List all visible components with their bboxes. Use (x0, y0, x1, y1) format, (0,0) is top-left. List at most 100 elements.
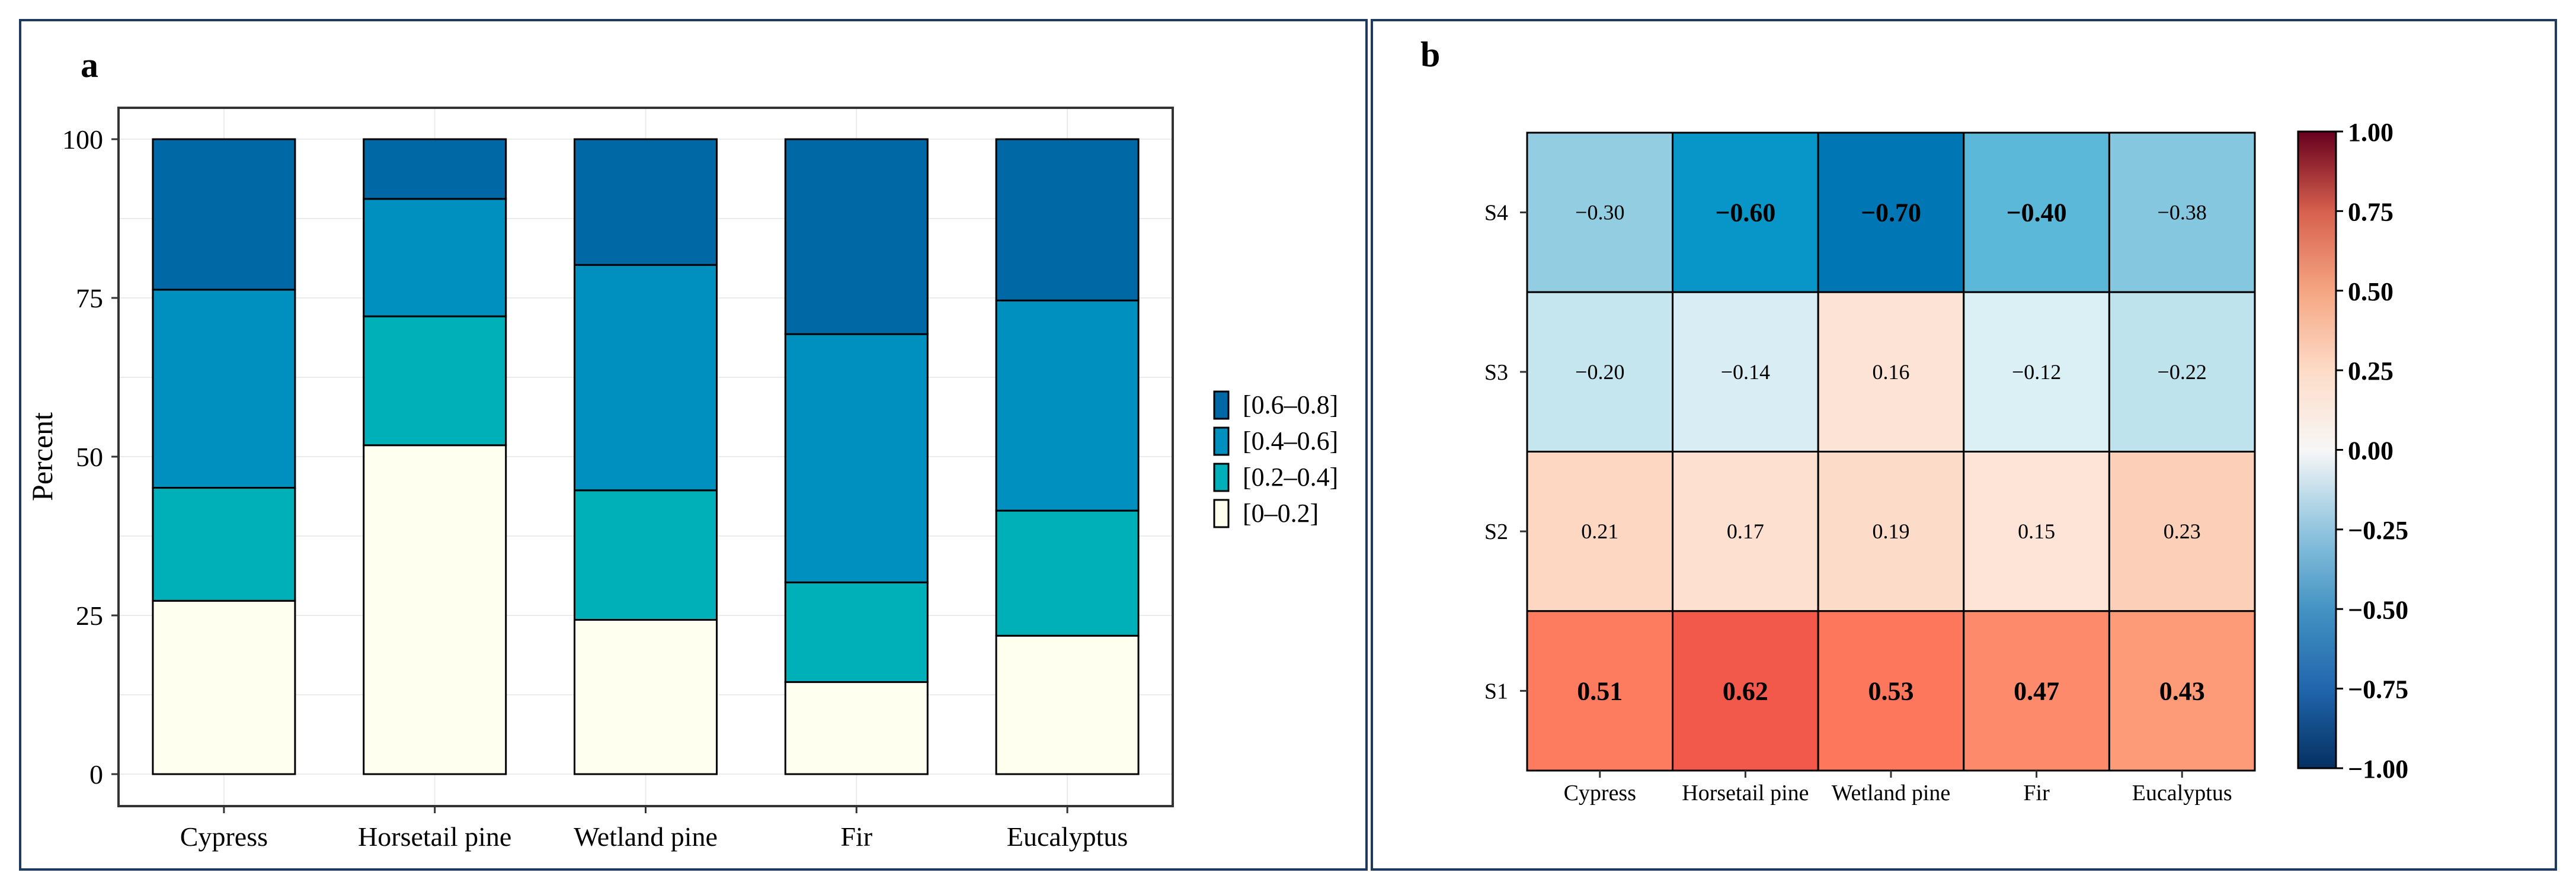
x-tick-label: Horsetail pine (1682, 781, 1809, 806)
legend-label: [0.6–0.8] (1243, 390, 1338, 419)
x-tick-label: Fir (840, 822, 872, 852)
heatmap-cell-label: 0.62 (1723, 676, 1768, 705)
colorbar-tick-label: −1.00 (2348, 755, 2408, 784)
heatmap-cell (1817, 451, 1965, 612)
y-tick-label: S3 (1484, 360, 1508, 385)
bar-segment (574, 619, 718, 775)
y-tick-label: 75 (76, 283, 103, 313)
heatmap-cell-label: 0.21 (1581, 519, 1618, 543)
bar-segment (995, 509, 1140, 637)
bar-segment (574, 138, 718, 266)
y-axis-label: Percent (25, 412, 59, 501)
heatmap-cell (1963, 610, 2110, 772)
heatmap-cell-label: 0.15 (2018, 519, 2055, 543)
colorbar-tick-label: −0.50 (2348, 595, 2408, 624)
panel-a-letter: a (81, 46, 98, 85)
heatmap-cell (1817, 131, 1965, 293)
bar-segment (152, 487, 296, 602)
heatmap-cell (2108, 131, 2256, 293)
bar-segment (574, 264, 718, 492)
legend-swatch (1213, 463, 1230, 492)
heatmap-chart: −0.30 −0.60 −0.70 −0.40 −0.38 −0.20 −0.14 0.16 −… (1484, 118, 2408, 806)
heatmap-cell-label: −0.14 (1721, 360, 1770, 384)
heatmap-cell (1526, 451, 1674, 612)
heatmap-cell (1963, 131, 2110, 293)
y-tick-label: S2 (1484, 519, 1508, 544)
heatmap-cell-label: −0.12 (2012, 360, 2061, 384)
heatmap-cell (1672, 291, 1819, 453)
x-tick-label: Wetland pine (1832, 781, 1951, 806)
heatmap-cell (1672, 451, 1819, 612)
heatmap-cell (2108, 610, 2256, 772)
bar-segment (995, 299, 1140, 512)
legend-swatch (1213, 390, 1230, 420)
colorbar-tick-label: 1.00 (2348, 118, 2393, 147)
bar-segment (152, 138, 296, 291)
heatmap-cell-label: 0.19 (1873, 519, 1910, 543)
heatmap-cell-label: −0.30 (1575, 201, 1624, 224)
y-tick-label: 50 (76, 442, 103, 472)
bar-segment (363, 198, 507, 317)
x-tick-label: Fir (2023, 781, 2050, 806)
bar-segment (784, 581, 929, 684)
heatmap-cell (1672, 610, 1819, 772)
colorbar-tick-label: 0.75 (2348, 197, 2393, 226)
heatmap-cell-label: 0.51 (1577, 676, 1623, 705)
heatmap-cell-label: 0.17 (1727, 519, 1764, 543)
heatmap-cell (2108, 291, 2256, 453)
bar-segment (784, 138, 929, 335)
colorbar-tick-label: 0.00 (2348, 437, 2393, 466)
bar-segment (574, 489, 718, 621)
heatmap-cell (1672, 131, 1819, 293)
colorbar-tick-label: 0.25 (2348, 357, 2393, 386)
heatmap-cell-label: −0.40 (2007, 198, 2067, 227)
heatmap-cell-label: −0.38 (2158, 201, 2207, 224)
heatmap-cell-label: −0.60 (1715, 198, 1775, 227)
x-tick-label: Eucalyptus (1007, 822, 1128, 852)
legend-label: [0.4–0.6] (1243, 426, 1338, 455)
bar-segment (784, 681, 929, 775)
legend-swatch (1213, 499, 1230, 528)
heatmap-cell-label: 0.53 (1868, 676, 1914, 705)
bar-segment (363, 138, 507, 200)
y-tick-label: 25 (76, 601, 103, 631)
heatmap-cell-label: 0.43 (2159, 676, 2205, 705)
heatmap-cell-label: 0.23 (2164, 519, 2201, 543)
legend-label: [0–0.2] (1243, 499, 1319, 528)
heatmap-cell-label: −0.70 (1861, 198, 1921, 227)
heatmap-cell-label: 0.16 (1873, 360, 1910, 384)
y-tick-label: 0 (89, 759, 103, 790)
heatmap-cell-label: −0.22 (2158, 360, 2207, 384)
panel-b: b −0.30 −0.60 −0.70 −0.40 −0.38 −0.20 −0.14 0.1… (1371, 19, 2557, 871)
colorbar-tick-label: −0.75 (2348, 675, 2408, 704)
heatmap-cell (1526, 610, 1674, 772)
y-tick-label: 100 (62, 124, 103, 155)
x-tick-label: Cypress (180, 822, 268, 852)
colorbar-tick-label: 0.50 (2348, 277, 2393, 306)
bar-segment (784, 333, 929, 583)
heatmap-cell-label: −0.20 (1575, 360, 1624, 384)
x-tick-label: Cypress (1564, 781, 1636, 806)
colorbar-tick-label: −0.25 (2348, 516, 2408, 545)
heatmap-cell (1817, 610, 1965, 772)
panel-a: a Cypress Horsetail pine Wetland pine Fir Eu… (19, 19, 1368, 871)
x-tick-label: Wetland pine (574, 822, 718, 852)
x-tick-label: Eucalyptus (2132, 781, 2232, 806)
bar-segment (152, 599, 296, 775)
panel-b-letter: b (1420, 35, 1441, 74)
y-tick-label: S1 (1484, 679, 1508, 704)
bar-segment (152, 288, 296, 489)
heatmap-cell-label: 0.47 (2014, 676, 2059, 705)
y-tick-label: S4 (1484, 201, 1508, 226)
stacked-bar-chart: Cypress Horsetail pine Wetland pine Fir Euca… (25, 107, 1338, 852)
legend-label: [0.2–0.4] (1243, 463, 1338, 492)
bar-segment (995, 138, 1140, 301)
legend-swatch (1213, 426, 1230, 456)
heatmap-cell (2108, 451, 2256, 612)
colorbar (2297, 130, 2337, 769)
heatmap-cell (1963, 291, 2110, 453)
bar-segment (363, 315, 507, 447)
bar-segment (995, 634, 1140, 775)
x-tick-label: Horsetail pine (358, 822, 511, 852)
bar-segment (363, 444, 507, 775)
